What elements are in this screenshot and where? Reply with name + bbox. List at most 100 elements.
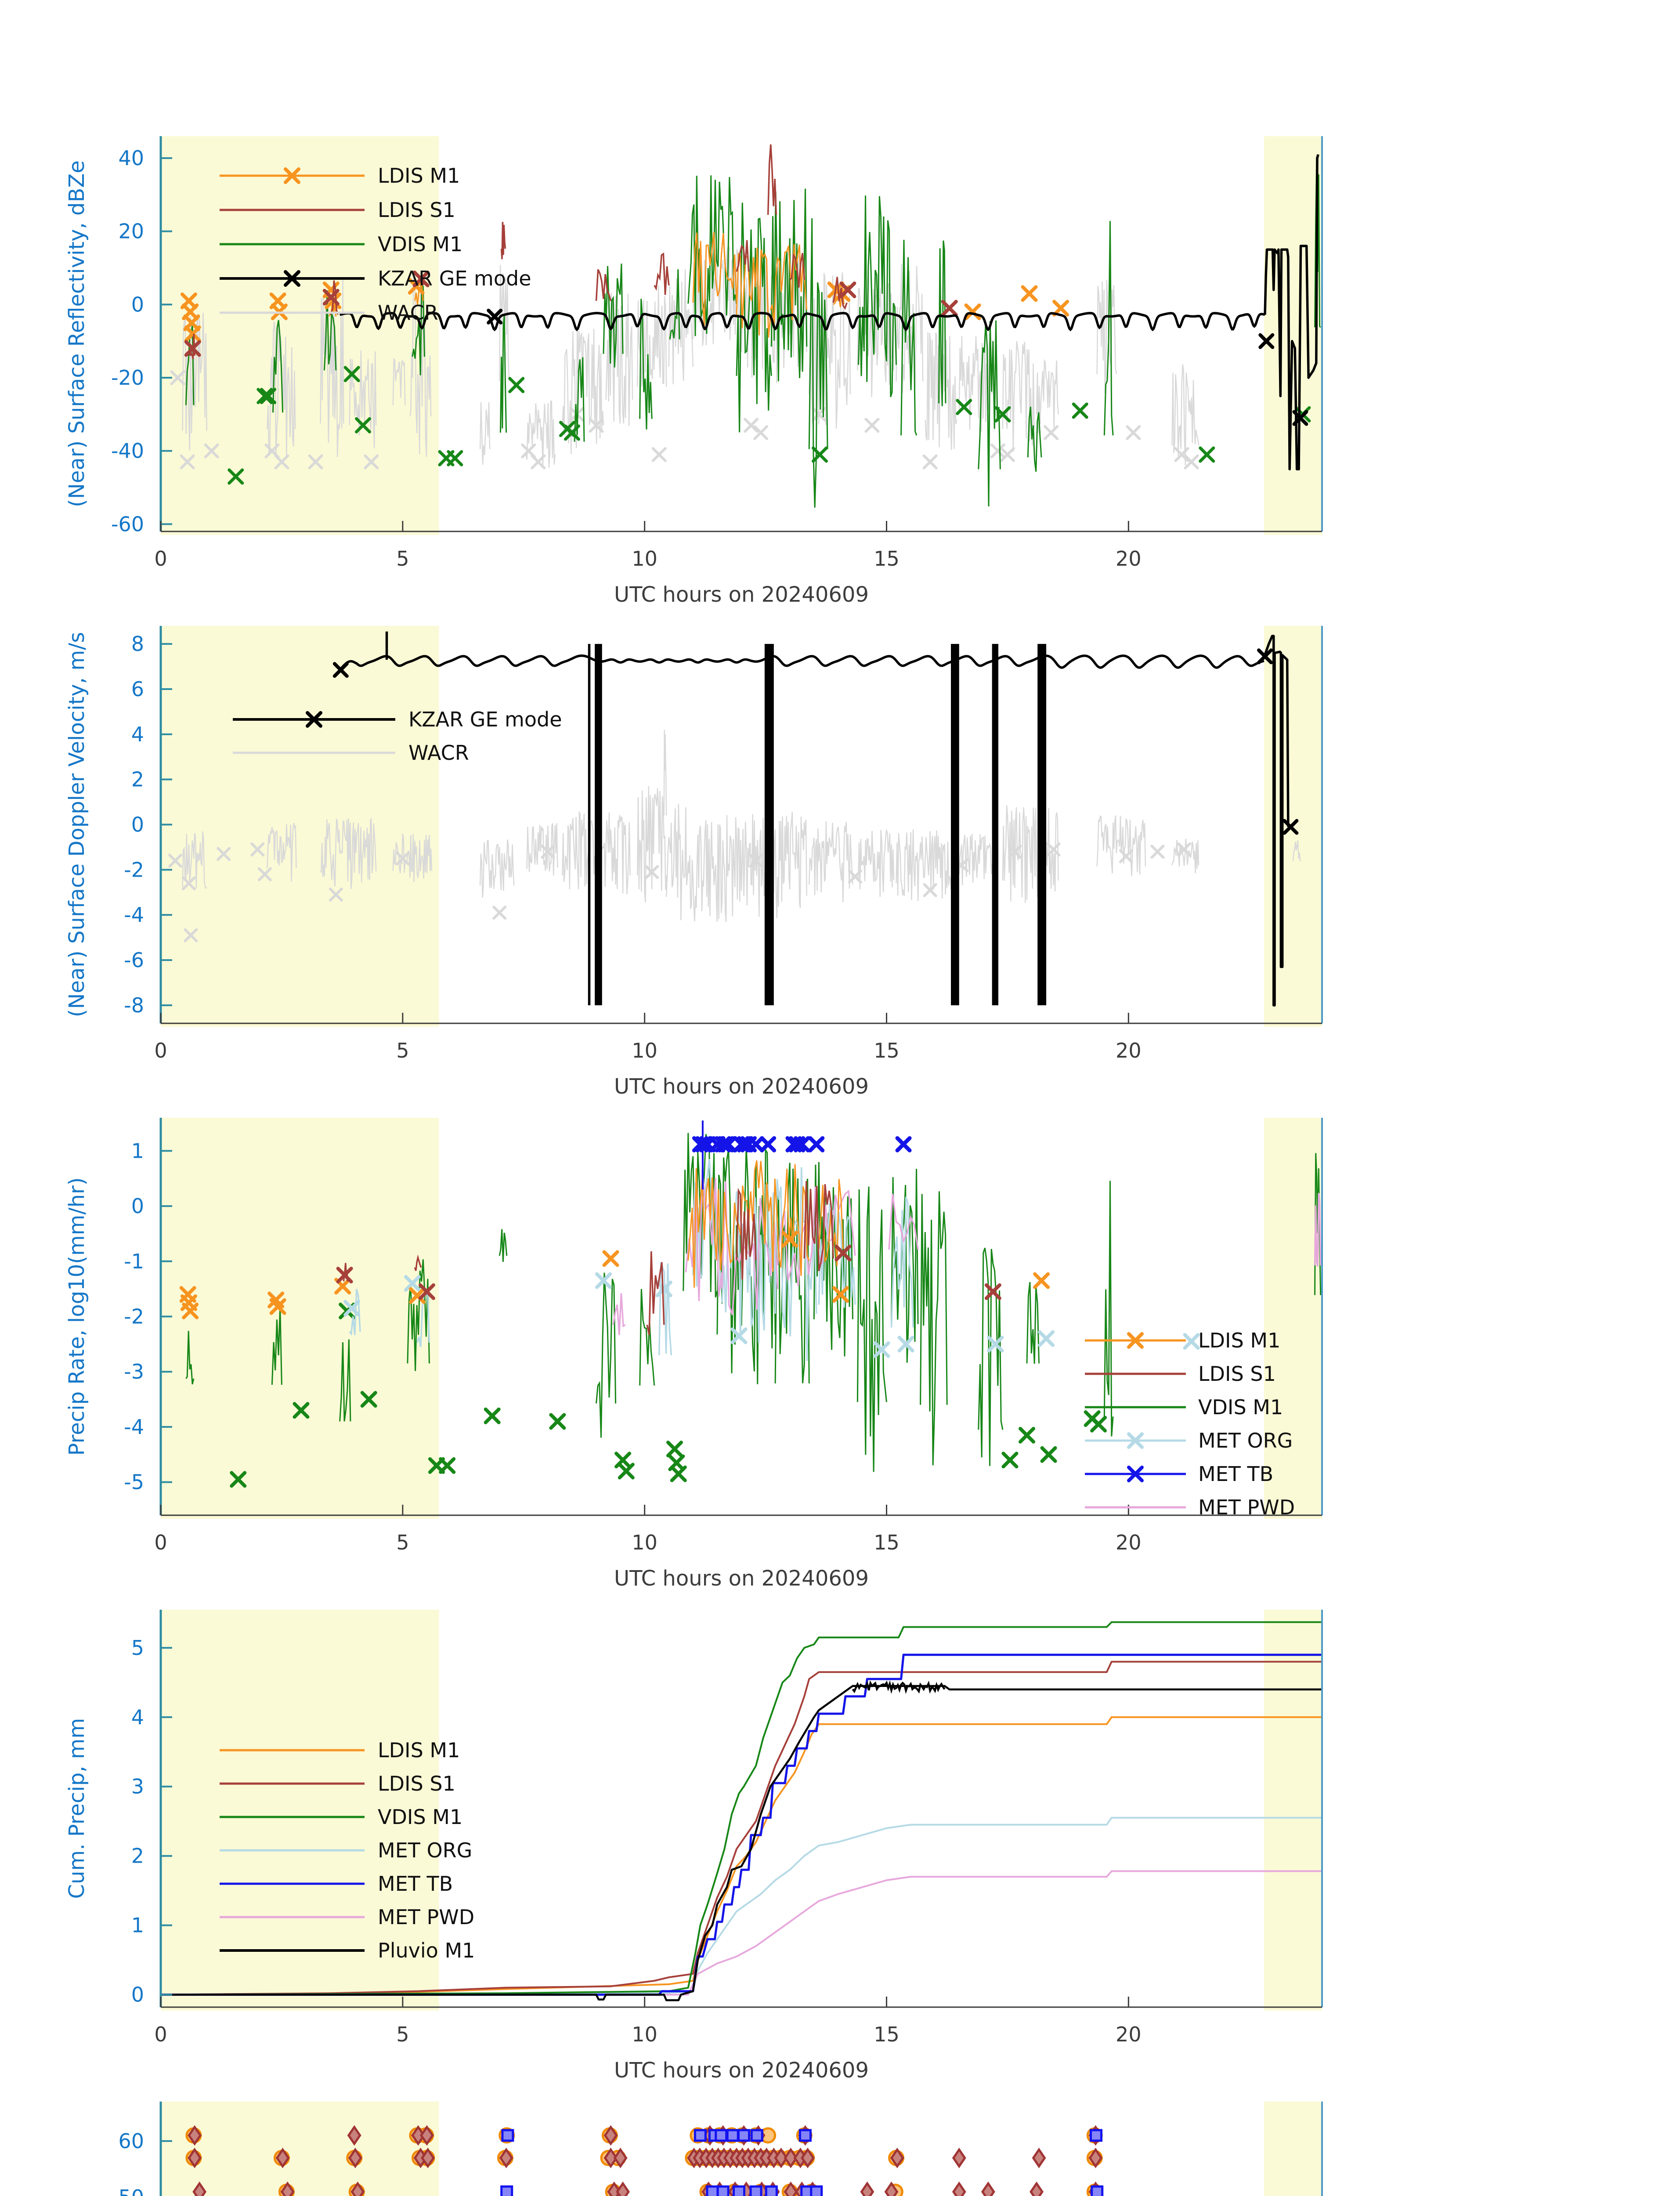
y-tick-label: -60 [111,512,144,536]
noise-patch [687,175,737,336]
x-marker [181,876,196,891]
x-marker [1033,1272,1050,1289]
x-marker [274,454,289,470]
series-line [161,1654,1322,1996]
x-tick-label: 0 [154,1039,167,1062]
y-tick-label: -2 [124,858,144,881]
y-tick-label: 0 [131,813,144,837]
square-marker [726,2129,739,2142]
noise-patch [958,834,996,885]
noise-patch [612,1293,626,1335]
x-marker [1257,648,1273,665]
noise-patch [500,222,506,260]
x-marker [354,417,371,433]
noise-patch [896,829,957,901]
diamond-marker [981,2181,995,2196]
y-tick-label: 0 [131,293,144,316]
diamond-marker [347,2125,361,2146]
x-marker [994,406,1011,423]
series-met-pwd [500,2129,1104,2196]
x-marker [257,388,273,405]
series-met-pwd [161,1870,1322,1996]
y-axis-label: (Near) Surface Reflectivity, dBZe [65,160,89,507]
x-marker [895,1136,912,1152]
noise-patch [852,1680,946,1694]
x-axis-label: UTC hours on 20240609 [614,2058,869,2083]
x-marker [228,468,244,485]
noise-patch [695,812,807,922]
legend-cum_precip: LDIS M1 LDIS S1 VDIS M1 MET ORG MET TB MET PW… [220,1738,475,1962]
diamond-marker [499,2147,513,2168]
x-tick-label: 0 [154,2023,167,2046]
series-line [1263,635,1290,1007]
diamond-marker [275,2147,290,2168]
noise-patch [663,730,667,816]
noise-patch [920,1191,948,1466]
x-axis-label: UTC hours on 20240609 [614,1074,869,1099]
noise-patch [978,320,1001,507]
x-tick-label: 0 [154,547,167,571]
shaded-band-1 [1264,2102,1322,2196]
diamond-marker [419,2125,434,2146]
square-marker [501,2129,514,2142]
diamond-marker [188,2147,202,2168]
x-marker [1119,849,1133,863]
x-marker [1000,447,1015,462]
series-vdis-m1 [160,1621,1322,1996]
y-tick-label: 1 [131,1914,144,1937]
series-met-org [160,1817,1322,1996]
x-marker [1046,842,1061,857]
x-marker [508,377,525,394]
y-tick-label: 6 [131,677,144,701]
x-marker [230,1471,247,1488]
noise-patch [1026,1282,1040,1364]
y-tick-label: 4 [131,722,144,746]
x-marker [408,1287,426,1304]
legend-label: MET PWD [378,1905,474,1929]
y-tick-label: 8 [131,632,144,656]
x-marker [439,1457,456,1474]
noise-patch [499,1229,508,1262]
legend-doppler: KZAR GE mode WACR [233,708,562,765]
noise-patch [1027,406,1042,472]
diamond-marker [350,2181,365,2196]
x-marker [1018,1427,1035,1444]
x-marker [670,1465,687,1482]
x-marker [1199,446,1215,463]
x-tick-label: 20 [1116,547,1142,571]
x-marker [618,1463,635,1480]
noise-patch [857,828,895,897]
legend-label: KZAR GE mode [408,708,562,731]
panel-cum_precip: 0 1 2 3 4 5 0 5 10 15 20 UTC hours on 20240609 Cum. … [65,1610,1323,2083]
shaded-band-0 [161,1118,439,1519]
x-marker [651,447,667,462]
x-marker [564,424,580,441]
y-tick-label: -1 [124,1250,144,1273]
series-line [160,1621,1322,1996]
y-axis-label: Cum. Precip, mm [65,1718,89,1899]
noise-patch [603,264,624,368]
noise-patch [770,244,808,327]
legend-reflectivity: LDIS M1 LDIS S1 VDIS M1 KZAR GE mode WACR [220,164,531,325]
x-marker [204,443,219,459]
y-tick-label: -4 [124,1415,144,1439]
diamond-marker [1088,2147,1103,2168]
x-marker [864,418,880,433]
noise-patch [392,833,433,882]
x-marker [531,454,546,470]
shaded-band-1 [1264,1118,1322,1519]
x-marker [412,271,430,287]
legend-label: VDIS M1 [1198,1395,1283,1419]
x-marker [1183,1333,1200,1350]
x-marker [1008,845,1022,859]
x-tick-label: 0 [154,1531,167,1554]
x-marker [987,1336,1004,1353]
diamond-marker [784,2147,798,2168]
series-kzar-ge-mode [332,631,1299,1007]
x-marker [332,662,349,678]
legend-x-marker [284,270,300,287]
series-line [160,1817,1322,1996]
